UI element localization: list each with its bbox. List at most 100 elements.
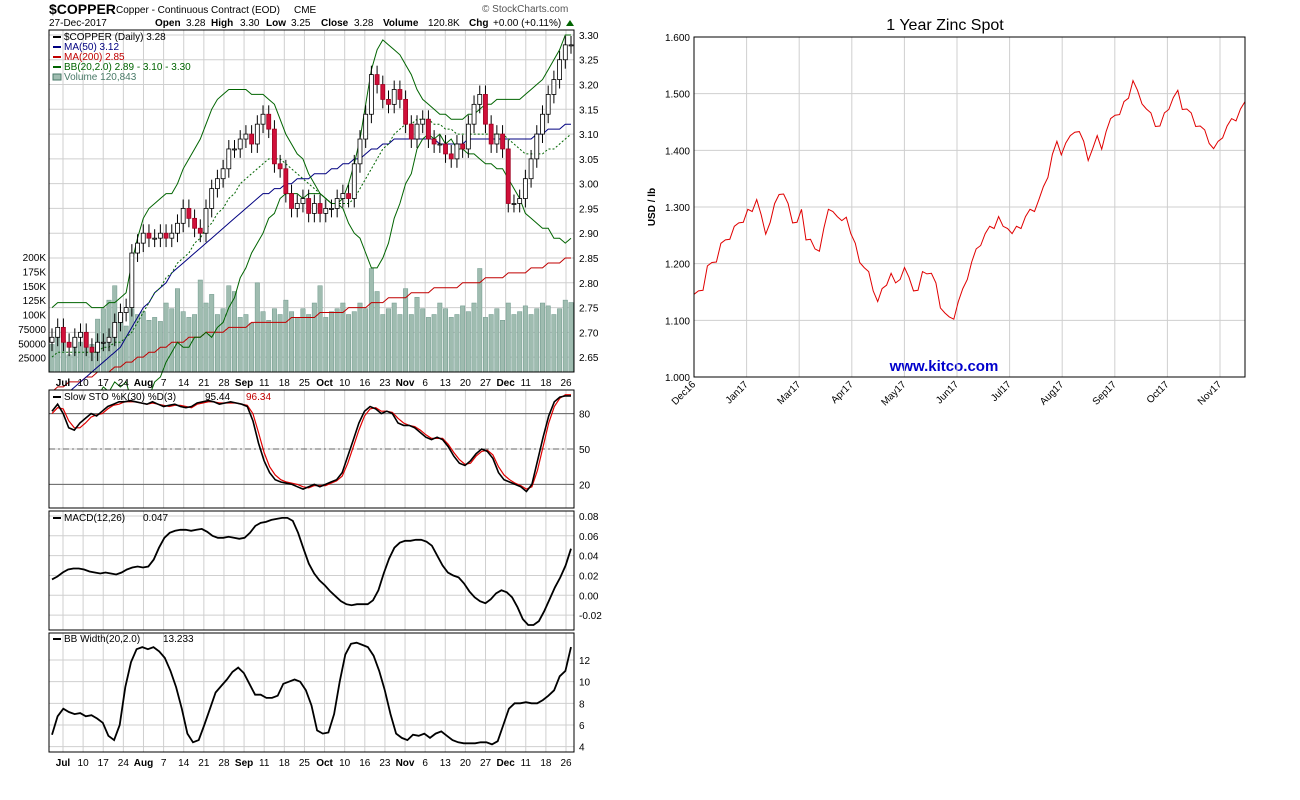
volume-bar bbox=[545, 305, 551, 373]
candle-body bbox=[266, 113, 272, 130]
ma50-line bbox=[51, 123, 571, 403]
candle-body bbox=[528, 158, 534, 180]
x-axis-label: 17 bbox=[98, 378, 110, 389]
volume-bar bbox=[454, 314, 460, 373]
x-axis-label: 25 bbox=[299, 378, 311, 389]
x-axis-label: Oct bbox=[316, 758, 333, 769]
volume-bar bbox=[540, 302, 545, 373]
volume-tick-label: 200K bbox=[23, 253, 47, 264]
x-axis-label: 10 bbox=[339, 758, 351, 769]
volume-bar bbox=[135, 314, 140, 373]
volume-bar bbox=[300, 308, 306, 373]
candle-body bbox=[163, 232, 169, 239]
candle-body bbox=[209, 188, 215, 209]
candle-body bbox=[203, 208, 209, 234]
panel-tick-label: 12 bbox=[579, 656, 591, 667]
legend-bb: BB(20,2.0) 2.89 - 3.10 - 3.30 bbox=[64, 62, 191, 73]
panel-tick-label: 6 bbox=[579, 721, 585, 732]
volume-tick-label: 25000 bbox=[18, 354, 46, 365]
candle-body bbox=[426, 118, 431, 140]
candle-body bbox=[197, 227, 203, 234]
volume-bar bbox=[260, 311, 266, 373]
x-axis-label: Aug bbox=[134, 378, 153, 389]
volume-bar bbox=[517, 311, 523, 373]
copper-symbol: $COPPER bbox=[49, 1, 116, 17]
bb-width-line bbox=[51, 641, 572, 746]
volume-bar bbox=[363, 308, 369, 373]
zinc-x-tick: May17 bbox=[880, 379, 909, 408]
zinc-y-tick: 1.500 bbox=[665, 90, 690, 101]
legend-macd-label: MACD(12,26) bbox=[64, 513, 125, 524]
volume-tick-label: 75000 bbox=[18, 325, 46, 336]
candle-body bbox=[175, 222, 180, 234]
x-axis-label: 10 bbox=[78, 378, 90, 389]
volume-bar bbox=[237, 317, 243, 373]
x-axis-label: 11 bbox=[259, 758, 270, 769]
panel-tick-label: 0.04 bbox=[579, 552, 599, 563]
panel-tick-label: 0.06 bbox=[579, 532, 599, 543]
x-axis-label: Jul bbox=[56, 378, 71, 389]
candle-body bbox=[545, 94, 551, 115]
candle-body bbox=[289, 193, 294, 209]
zinc-x-tick: Oct17 bbox=[1145, 379, 1172, 406]
volume-bar bbox=[528, 314, 534, 373]
candle-body bbox=[488, 123, 494, 145]
zinc-series-line bbox=[693, 79, 1246, 320]
candle-body bbox=[100, 341, 106, 344]
volume-bar bbox=[311, 302, 317, 373]
panel-plot-area bbox=[49, 511, 574, 630]
x-axis-label: 24 bbox=[118, 758, 130, 769]
x-axis-label: Nov bbox=[396, 378, 415, 389]
candle-body bbox=[72, 336, 78, 348]
candle-body bbox=[152, 237, 158, 240]
price-tick-label: 3.15 bbox=[579, 105, 599, 116]
x-axis-label: 23 bbox=[379, 758, 391, 769]
x-axis-label: 11 bbox=[521, 758, 532, 769]
x-axis-label: 13 bbox=[440, 378, 452, 389]
open-value: 3.28 bbox=[186, 18, 206, 29]
volume-bar bbox=[254, 282, 260, 373]
candle-body bbox=[414, 123, 420, 140]
candle-body bbox=[89, 346, 95, 353]
x-axis-label: 18 bbox=[279, 758, 291, 769]
sto-legend: Slow STO %K(30) %D(3) 95.44 96.34 bbox=[53, 392, 271, 403]
high-value: 3.30 bbox=[240, 18, 260, 29]
close-label: Close bbox=[321, 18, 349, 29]
candle-body bbox=[140, 232, 146, 244]
candle-body bbox=[346, 193, 351, 199]
candle-body bbox=[243, 133, 249, 140]
candle-body bbox=[437, 143, 443, 146]
candle-body bbox=[517, 198, 523, 204]
x-axis-label: 18 bbox=[279, 378, 291, 389]
zinc-x-tick: Jun17 bbox=[934, 379, 961, 406]
legend-bbw-label: BB Width(20,2.0) bbox=[64, 634, 140, 645]
candle-body bbox=[505, 148, 511, 204]
sto-k-line bbox=[51, 395, 571, 493]
candle-body bbox=[448, 153, 454, 160]
candle-body bbox=[323, 208, 329, 214]
candle-body bbox=[443, 143, 448, 155]
candle-body bbox=[557, 59, 562, 80]
volume-bar bbox=[386, 308, 391, 373]
legend-bbw-value: 13.233 bbox=[163, 634, 194, 645]
candle-body bbox=[460, 143, 466, 150]
volume-bar bbox=[494, 308, 500, 373]
volume-bar bbox=[431, 314, 437, 373]
volume-bar bbox=[500, 320, 506, 373]
x-axis-label: 27 bbox=[480, 378, 492, 389]
chg-label: Chg bbox=[469, 18, 488, 29]
panel-tick-label: 0.00 bbox=[579, 591, 599, 602]
candle-body bbox=[186, 208, 192, 219]
volume-bar bbox=[403, 288, 409, 373]
panel-tick-label: 10 bbox=[579, 678, 591, 689]
volume-bar bbox=[551, 314, 557, 373]
volume-bar bbox=[460, 305, 466, 373]
candle-body bbox=[397, 89, 403, 100]
candle-body bbox=[340, 193, 346, 199]
x-axis-label: 18 bbox=[540, 378, 552, 389]
panel-tick-label: 80 bbox=[579, 410, 591, 421]
volume-tick-label: 100K bbox=[23, 311, 47, 322]
volume-bar bbox=[323, 317, 329, 373]
panel-tick-label: -0.02 bbox=[579, 611, 602, 622]
copper-exchange: CME bbox=[294, 5, 317, 16]
